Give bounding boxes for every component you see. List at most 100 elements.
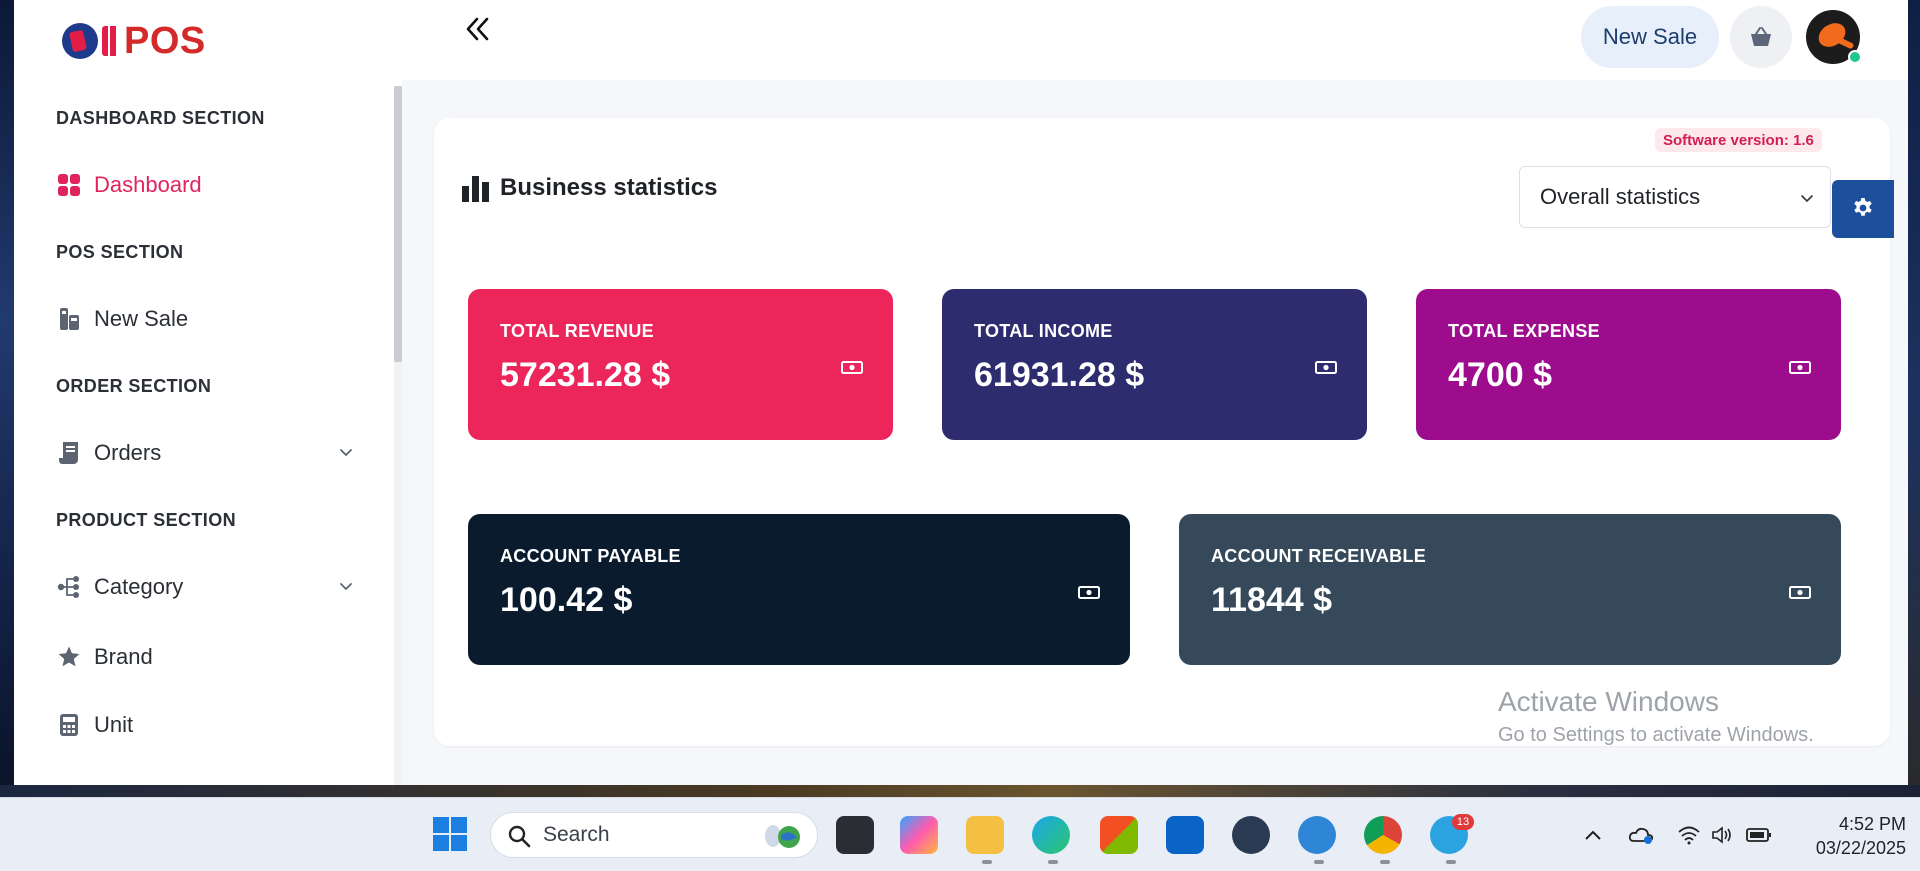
money-bill-icon [1078,586,1100,599]
settings-tab[interactable] [1832,180,1894,238]
sidebar-item-unit[interactable]: Unit [56,702,366,748]
stat-value: 4700 $ [1448,356,1552,394]
clock-time: 4:52 PM [1838,814,1906,834]
chevron-down-icon [340,449,352,457]
online-status-dot [1848,50,1862,64]
cart-button[interactable] [1730,6,1792,68]
stat-card-total-revenue[interactable]: TOTAL REVENUE 57231.28 $ [468,289,893,440]
star-icon [56,644,82,670]
desktop-background-left [0,0,14,800]
stat-card-total-income[interactable]: TOTAL INCOME 61931.28 $ [942,289,1367,440]
chrome-icon[interactable] [1364,816,1402,854]
stat-card-total-expense[interactable]: TOTAL EXPENSE 4700 $ [1416,289,1841,440]
header-new-sale-button[interactable]: New Sale [1581,6,1719,68]
stat-value: 61931.28 $ [974,356,1145,394]
gear-icon [1854,198,1872,216]
sidebar-item-label: Orders [94,440,162,465]
chevron-down-icon [1801,195,1813,203]
activate-windows-watermark: Activate Windows Go to Settings to activ… [1498,686,1814,747]
stat-label: ACCOUNT PAYABLE [500,546,681,566]
bird-app-icon[interactable] [1298,816,1336,854]
onedrive-cloud-icon[interactable] [1628,822,1654,848]
stat-card-account-payable[interactable]: ACCOUNT PAYABLE 100.42 $ [468,514,1130,665]
stat-label: TOTAL REVENUE [500,321,654,341]
avatar-beak-shape [1835,36,1855,50]
taskbar-search-box[interactable]: Search [490,812,818,858]
sidebar-scrollbar-thumb[interactable] [394,86,402,362]
statistics-filter-select[interactable]: Overall statistics [1519,166,1831,228]
stat-label: ACCOUNT RECEIVABLE [1211,546,1427,566]
stat-label: TOTAL EXPENSE [1448,321,1600,341]
money-bill-icon [1789,586,1811,599]
wordpress-app-icon[interactable] [1232,816,1270,854]
stat-value: 57231.28 $ [500,356,671,394]
clock-date: 03/22/2025 [1815,838,1906,858]
chevron-down-icon [340,583,352,591]
money-bill-icon [1789,361,1811,374]
sidebar-heading-order: ORDER SECTION [56,376,212,396]
telegram-notification-badge: 13 [1452,814,1474,830]
search-icon [508,825,531,848]
sidebar-item-label: Unit [94,712,134,737]
sidebar-heading-dashboard: DASHBOARD SECTION [56,108,265,128]
running-indicator [1048,860,1058,864]
copilot-icon[interactable] [900,816,938,854]
sidebar-scroll-track[interactable] [394,86,402,785]
sidebar-collapse-button[interactable] [458,14,498,54]
show-hidden-icons-chevron-up-icon[interactable] [1580,822,1606,848]
windows-start-icon[interactable] [432,816,468,852]
running-indicator [982,860,992,864]
sidebar-item-label: Brand [94,644,153,669]
logo-bag-icon [102,26,120,56]
logo-text: POS [124,19,206,62]
sidebar-item-dashboard[interactable]: Dashboard [56,162,366,208]
file-explorer-icon[interactable] [966,816,1004,854]
select-value: Overall statistics [1540,184,1701,209]
receipt-icon [56,440,82,466]
battery-icon[interactable] [1746,822,1772,848]
basket-icon [1751,27,1771,46]
search-highlight-globe-icon [765,825,800,848]
windows-taskbar: Search 13 4:52 PM 03/22/2025 [0,797,1920,871]
stat-label: TOTAL INCOME [974,321,1113,341]
running-indicator [1380,860,1390,864]
search-placeholder: Search [543,823,610,846]
page-title: Business statistics [500,174,718,201]
watermark-title: Activate Windows [1498,686,1719,717]
system-clock[interactable]: 4:52 PM 03/22/2025 [1796,812,1906,860]
microsoft-store-icon[interactable] [1100,816,1138,854]
software-version-badge: Software version: 1.6 [1655,128,1822,152]
sidebar-heading-pos: POS SECTION [56,242,184,262]
business-statistics-title: Business statistics [460,172,717,204]
volume-icon[interactable] [1710,822,1736,848]
sidebar-item-new-sale[interactable]: New Sale [56,296,366,342]
running-indicator [1314,860,1324,864]
edge-browser-icon[interactable] [1032,816,1070,854]
watermark-subtitle: Go to Settings to activate Windows. [1498,724,1814,746]
money-bill-icon [1315,361,1337,374]
wifi-icon[interactable] [1676,822,1702,848]
sidebar: DASHBOARD SECTION Dashboard POS SECTION [14,86,394,785]
task-view-icon[interactable] [836,816,874,854]
dashboard-grid-icon [56,172,82,198]
sidebar-item-orders[interactable]: Orders [56,430,366,476]
sidebar-item-brand[interactable]: Brand [56,634,366,680]
bar-chart-icon [462,176,489,202]
cash-register-icon [56,306,82,332]
app-logo[interactable]: POS [62,20,206,62]
outlook-icon[interactable] [1166,816,1204,854]
double-chevron-left-icon [466,17,489,41]
stat-card-account-receivable[interactable]: ACCOUNT RECEIVABLE 11844 $ [1179,514,1841,665]
sidebar-heading-product: PRODUCT SECTION [56,510,237,530]
sidebar-item-label: New Sale [94,306,189,331]
running-indicator [1446,860,1456,864]
sidebar-item-category[interactable]: Category [56,564,366,610]
sidebar-item-label: Category [94,574,184,599]
calculator-icon [56,712,82,738]
desktop-background-bottom [0,785,1920,797]
stat-value: 100.42 $ [500,581,633,619]
money-bill-icon [841,361,863,374]
desktop-background-right [1908,0,1920,800]
sidebar-item-label: Dashboard [94,172,202,197]
stat-value: 11844 $ [1211,581,1333,619]
